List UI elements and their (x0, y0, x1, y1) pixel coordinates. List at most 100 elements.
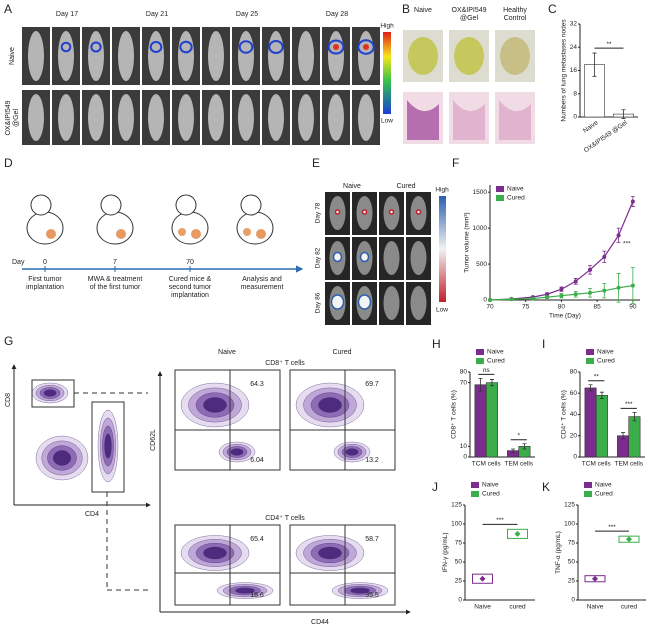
x-tick-label: TEM cells (504, 461, 533, 468)
point (488, 298, 492, 302)
y-tick-label: 25 (568, 578, 576, 585)
marker-label: CD62L (150, 429, 157, 451)
panel-label: F (452, 156, 459, 170)
tissue (407, 100, 439, 140)
y-axis-label: Tumor volume (mm³) (463, 212, 470, 272)
day-label: Day 21 (146, 11, 168, 18)
density-contour (235, 587, 255, 594)
y-tick-label: 8 (573, 90, 577, 97)
scale-label: Low (436, 307, 448, 314)
mouse-body (178, 31, 194, 81)
x-tick-label: Naive (587, 604, 604, 611)
legend-swatch (584, 491, 592, 497)
density-contour (318, 546, 342, 560)
error-bar (632, 411, 637, 422)
y-tick-label: 24 (570, 44, 578, 51)
y-axis-label: CD8⁺ T cells (%) (451, 390, 458, 439)
error-bar (592, 52, 597, 77)
column-label: Naive (218, 349, 236, 356)
y-tick-label: 75 (568, 540, 576, 547)
mouse-body (178, 94, 194, 141)
signal (332, 251, 343, 263)
legend-swatch (476, 349, 484, 355)
x-tick-label: 90 (629, 304, 637, 311)
significance: *** (608, 524, 616, 531)
signal (60, 41, 72, 53)
signal (238, 40, 254, 54)
mouse (236, 211, 274, 245)
y-tick-label: 75 (455, 540, 463, 547)
mouse-body (208, 94, 224, 141)
y-tick-label: 50 (455, 559, 463, 566)
mouse-body (268, 31, 284, 81)
step-label: First tumor implantation (26, 276, 64, 291)
legend-swatch (586, 358, 594, 364)
significance: ns (483, 367, 491, 374)
panel-label: A (4, 2, 12, 16)
column-label: Healthy Control (503, 7, 527, 22)
point (630, 283, 635, 288)
mouse-body (238, 31, 254, 81)
timeline-day: 70 (186, 259, 194, 266)
y-tick-label: 70 (460, 379, 468, 386)
x-tick-label: 75 (522, 304, 530, 311)
error-bar (599, 391, 604, 399)
signal (179, 40, 193, 54)
point (573, 279, 578, 284)
y-tick-label: 50 (568, 559, 576, 566)
mouse-body (118, 31, 134, 81)
mouse-body (410, 286, 427, 320)
mouse-head (30, 194, 52, 216)
row-label: @Gel (13, 109, 20, 127)
scale-label: High (380, 23, 394, 30)
y-tick-label: 125 (451, 502, 462, 509)
mouse-body (328, 31, 344, 81)
mouse-body (268, 94, 284, 141)
mouse-body (358, 31, 374, 81)
y-tick-label: 500 (476, 261, 487, 268)
subset-label: CD4⁺ T cells (265, 515, 305, 522)
row-label: Day 82 (315, 247, 322, 268)
significance: * (517, 432, 520, 439)
mouse-body (28, 94, 44, 141)
panel-label: B (402, 2, 410, 16)
y-axis-label: IFN-γ (pg/mL) (442, 532, 449, 572)
y-axis-label: TNF-α (pg/mL) (555, 531, 562, 574)
x-tick-label: Naive (474, 604, 491, 611)
legend-label: Cured (482, 491, 500, 498)
significance: *** (496, 517, 504, 524)
error-bar (621, 109, 626, 119)
point (545, 292, 550, 297)
point (588, 290, 592, 295)
bar (474, 384, 487, 458)
timeline-day: 7 (113, 259, 117, 266)
legend-label: Naive (482, 482, 499, 489)
mouse-body (88, 94, 104, 141)
y-axis-label: Numbers of lung metastases nodes (561, 19, 568, 122)
percentage: 6.04 (250, 457, 264, 464)
mouse-body (238, 94, 254, 141)
significance: *** (623, 240, 631, 247)
x-tick-label: TCM cells (472, 461, 502, 468)
lung (500, 37, 530, 75)
tumor (46, 229, 56, 239)
y-tick-label: 20 (570, 432, 578, 439)
y-tick-label: 100 (451, 521, 462, 528)
mouse-body (298, 94, 314, 141)
error-bar (621, 432, 626, 440)
point (602, 288, 607, 293)
signal (357, 294, 372, 310)
mouse-body (383, 241, 400, 275)
step-label: MWA & treatment of the first tumor (87, 276, 143, 291)
column-label: Naive (414, 7, 432, 14)
point (573, 292, 578, 297)
row-label: OX&IPI549 (5, 100, 12, 135)
y-tick-label: 32 (570, 21, 578, 28)
panel-label: E (312, 156, 320, 170)
tumor (256, 229, 266, 239)
column-label: OX&IPI549 @Gel (451, 7, 487, 22)
density-contour (53, 450, 71, 466)
signal (149, 41, 163, 53)
y-tick-label: 100 (564, 521, 575, 528)
